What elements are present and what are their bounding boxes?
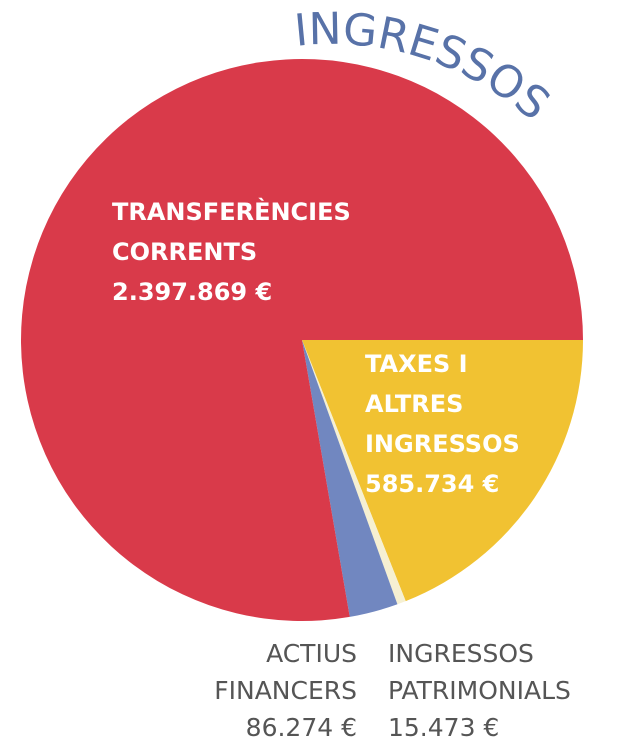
slice-label-line: INGRESSOS (388, 639, 534, 668)
slice-label: TAXES I ALTRES INGRESSOS 585.734 € (365, 350, 520, 498)
value-label: 2.397.869 € (112, 278, 272, 306)
slice-label: TRANSFERÈNCIES CORRENTS 2.397.869 € (112, 197, 351, 306)
slice-label-line: TRANSFERÈNCIES (112, 197, 351, 226)
pie-slice (302, 340, 406, 605)
slice-label-line: TAXES I (365, 350, 468, 378)
slice-label: INGRESSOS PATRIMONIALS 15.473 € (388, 639, 571, 742)
pie-slice (20, 59, 583, 622)
pie-slice (302, 340, 583, 602)
value-label: 585.734 € (365, 470, 499, 498)
slice-label-line: INGRESSOS (365, 430, 520, 458)
value-label: 15.473 € (388, 713, 499, 742)
slice-label-line: CORRENTS (112, 238, 257, 266)
slice-label-line: PATRIMONIALS (388, 676, 571, 705)
pie-slice (302, 340, 398, 617)
slice-label-line: ACTIUS (266, 639, 357, 668)
slice-label: ACTIUS FINANCERS 86.274 € (214, 639, 357, 742)
slice-label-line: FINANCERS (214, 676, 357, 705)
value-label: 86.274 € (246, 713, 357, 742)
slice-label-line: ALTRES (365, 390, 463, 418)
